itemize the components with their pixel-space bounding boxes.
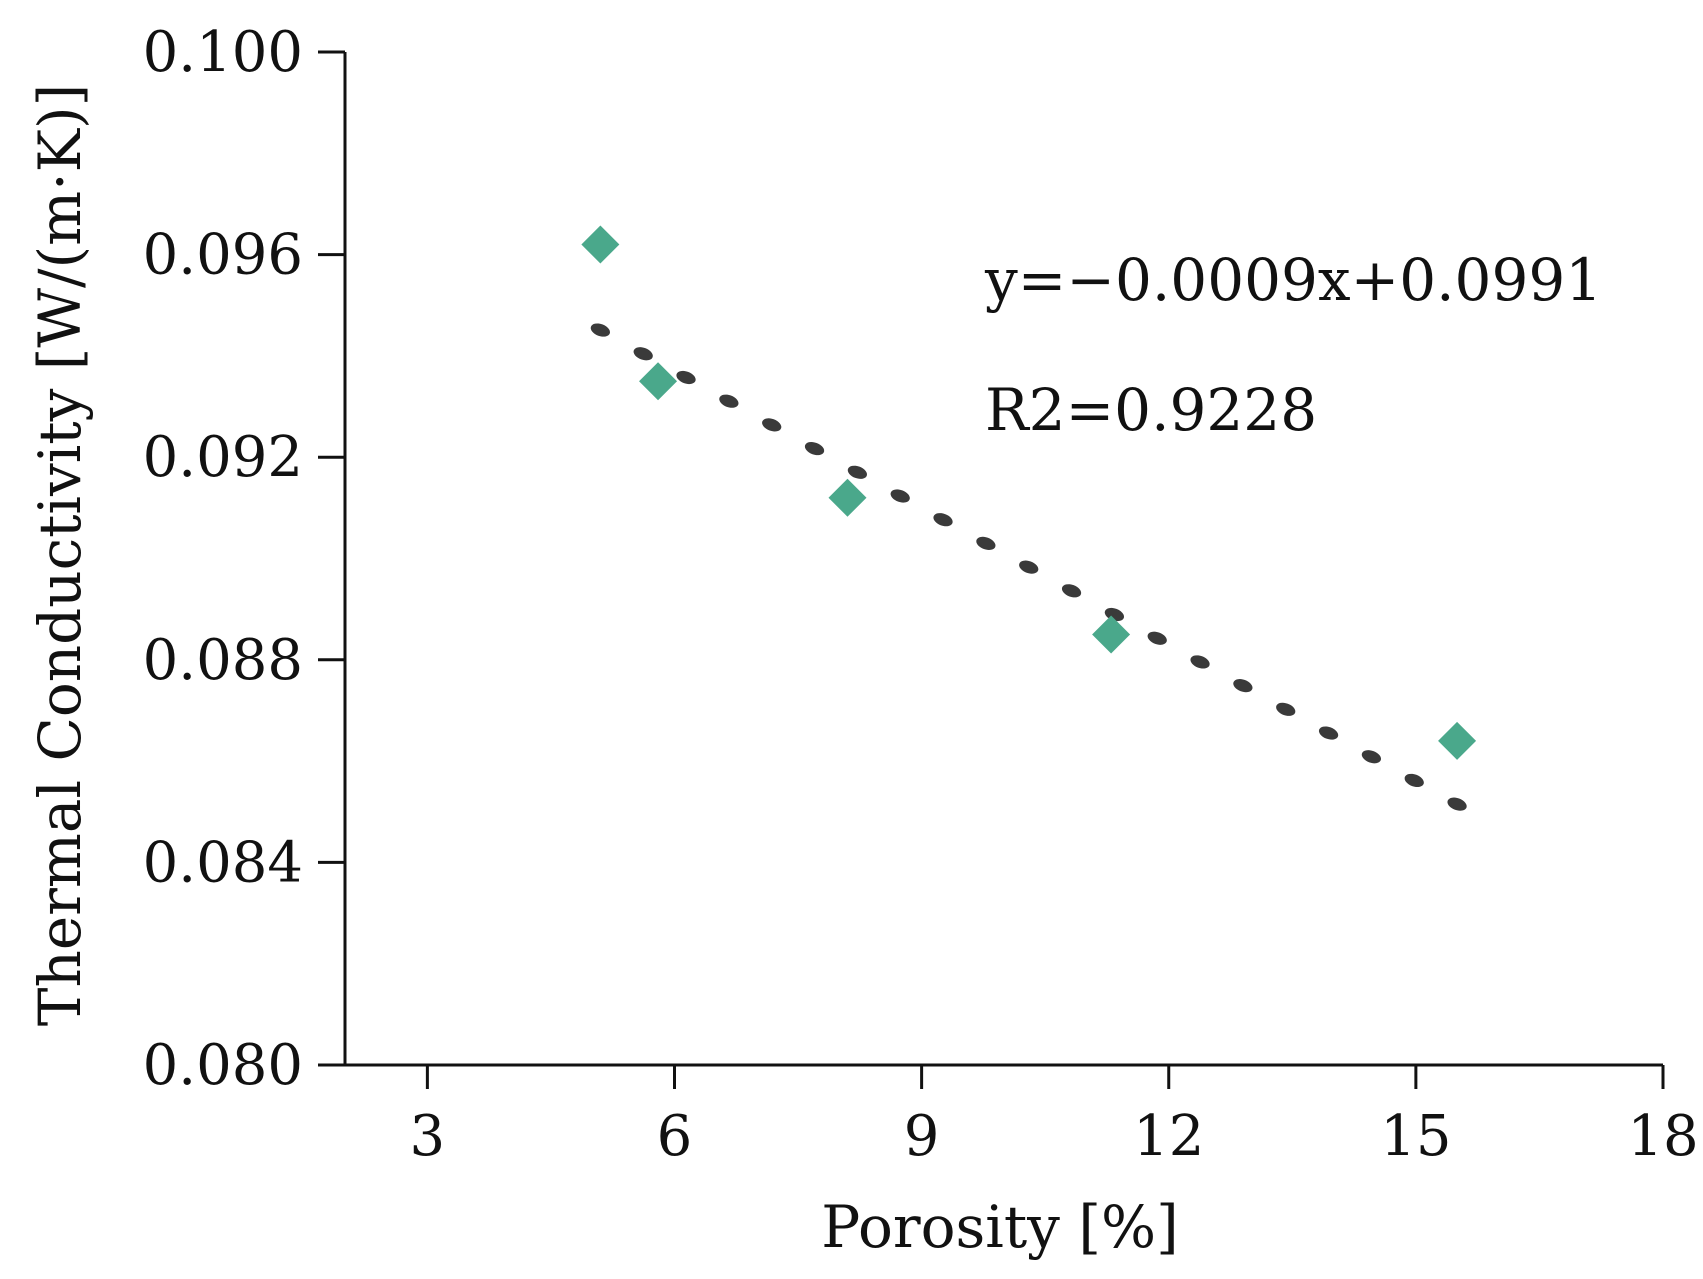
trendline-dot bbox=[1061, 584, 1082, 598]
data-point bbox=[1438, 721, 1477, 760]
equation-annotation: y=−0.0009x+0.0991 bbox=[984, 246, 1602, 314]
trendline-dot bbox=[1361, 750, 1382, 764]
trendline-dot bbox=[1233, 679, 1253, 693]
x-tick-label: 18 bbox=[1627, 1104, 1698, 1169]
y-tick-label: 0.092 bbox=[143, 425, 303, 490]
trendline-dot bbox=[719, 394, 739, 408]
data-point bbox=[581, 225, 620, 264]
trendline-dot bbox=[804, 441, 825, 456]
r2-annotation: R2=0.9228 bbox=[985, 376, 1317, 444]
y-axis-label: Thermal Conductivity [W/(m·K)] bbox=[26, 84, 94, 1026]
axes bbox=[318, 52, 1663, 1067]
x-axis-ticks: 3 6 9 12 15 18 bbox=[410, 1065, 1699, 1169]
trendline-dot bbox=[762, 418, 782, 432]
y-tick-label: 0.084 bbox=[143, 830, 303, 895]
data-points bbox=[581, 225, 1477, 760]
y-axis-ticks: 0.080 0.084 0.088 0.092 0.096 0.100 bbox=[143, 20, 345, 1098]
trendline-dot bbox=[1447, 797, 1467, 811]
trendline-dot bbox=[847, 465, 867, 479]
y-tick-label: 0.088 bbox=[143, 628, 303, 693]
trendline-dot bbox=[676, 370, 696, 385]
trendline-dot bbox=[1190, 655, 1210, 669]
x-tick-label: 12 bbox=[1133, 1104, 1204, 1169]
trendline-dot bbox=[976, 536, 996, 551]
trendline-dot bbox=[890, 489, 910, 503]
x-tick-label: 6 bbox=[657, 1104, 693, 1169]
x-tick-label: 3 bbox=[410, 1104, 446, 1169]
data-point bbox=[1092, 615, 1131, 654]
trendline-dot bbox=[633, 347, 653, 361]
data-point bbox=[639, 362, 678, 401]
y-tick-label: 0.096 bbox=[143, 223, 303, 288]
trendline-dot bbox=[1318, 726, 1339, 740]
trendline-dot bbox=[590, 323, 610, 337]
trendline-dot bbox=[1019, 560, 1039, 574]
trendline-dot bbox=[1276, 702, 1296, 716]
data-point bbox=[828, 478, 867, 517]
trendline-dot bbox=[933, 513, 953, 527]
x-tick-label: 9 bbox=[904, 1104, 940, 1169]
x-axis-label: Porosity [%] bbox=[821, 1193, 1178, 1261]
trendline bbox=[590, 323, 1467, 811]
x-tick-label: 15 bbox=[1380, 1104, 1451, 1169]
y-tick-label: 0.100 bbox=[143, 20, 303, 85]
trendline-dot bbox=[1404, 773, 1424, 788]
trendline-dot bbox=[1147, 631, 1167, 645]
y-tick-label: 0.080 bbox=[143, 1033, 303, 1098]
